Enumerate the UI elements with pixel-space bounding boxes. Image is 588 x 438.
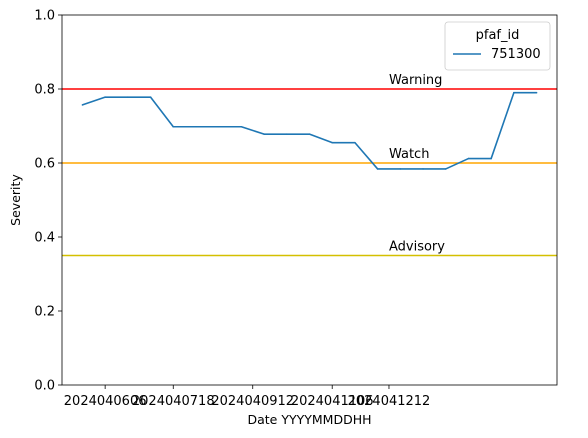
x-axis-label: Date YYYYMMDDHH — [247, 412, 371, 427]
threshold-lines — [62, 88, 557, 257]
data-point — [376, 168, 379, 170]
x-axis: 2024040606202404071820240409122024041106… — [64, 385, 431, 409]
y-tick-label: 1.0 — [34, 9, 55, 24]
data-point — [535, 91, 538, 94]
data-point — [195, 125, 197, 128]
data-point — [285, 133, 288, 135]
data-point — [399, 168, 402, 170]
data-point — [331, 141, 334, 144]
threshold-label-watch: Watch — [389, 147, 429, 162]
y-tick-label: 0.4 — [34, 231, 55, 246]
legend: pfaf_id 751300 — [444, 21, 551, 71]
x-tick-label: 2024040912 — [211, 394, 294, 409]
series-layer — [81, 91, 538, 170]
data-point — [104, 96, 106, 98]
y-axis-label: Severity — [8, 174, 23, 226]
x-tick-label: 2024041212 — [348, 394, 431, 409]
data-point — [127, 96, 129, 98]
data-point — [308, 133, 311, 135]
y-tick-label: 0.0 — [34, 379, 55, 394]
data-point — [240, 125, 243, 128]
threshold-label-warning: Warning — [389, 73, 442, 88]
legend-title: pfaf_id — [476, 28, 520, 43]
legend-box — [444, 21, 551, 71]
legend-entry-label: 751300 — [491, 47, 541, 62]
y-tick-label: 0.2 — [34, 305, 55, 320]
x-tick-label: 2024040718 — [132, 394, 215, 409]
y-tick-label: 0.6 — [34, 157, 55, 172]
data-point — [81, 104, 84, 106]
data-point — [217, 125, 220, 128]
data-point — [354, 141, 356, 144]
data-point — [263, 133, 265, 135]
threshold-annotations: Warning Watch Advisory — [389, 73, 445, 255]
data-point — [490, 157, 492, 160]
data-point — [172, 125, 175, 128]
y-axis: 0.0 0.2 0.4 0.6 0.8 1.0 — [34, 9, 62, 394]
data-point — [513, 91, 515, 94]
x-tick-label: 2024040606 — [64, 394, 147, 409]
data-point — [467, 157, 470, 160]
plot-frame — [61, 14, 558, 386]
data-point — [444, 168, 447, 170]
data-point — [422, 168, 424, 170]
data-point — [149, 96, 152, 98]
threshold-label-advisory: Advisory — [389, 240, 445, 255]
y-tick-label: 0.8 — [34, 83, 55, 98]
x-tick-label: 2024041106 — [291, 394, 374, 409]
